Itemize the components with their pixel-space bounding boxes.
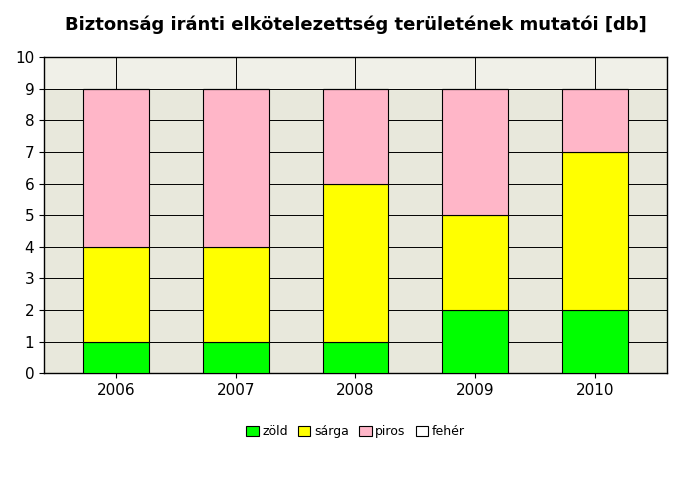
Bar [203,247,269,341]
Bar [443,215,508,310]
Title: Biztonság iránti elkötelezettség területének mutatói [db]: Biztonság iránti elkötelezettség terület… [65,15,647,33]
Bar [323,341,389,373]
Bar [83,341,149,373]
Bar [44,57,667,89]
Bar [203,341,269,373]
Bar [323,183,389,341]
Bar [203,89,269,247]
Bar [83,247,149,341]
Bar [443,310,508,373]
Bar [83,89,149,247]
Bar [562,89,628,152]
Bar [443,89,508,215]
Bar [562,310,628,373]
Bar [562,152,628,310]
Legend: zöld, sárga, piros, fehér: zöld, sárga, piros, fehér [241,420,470,443]
Bar [323,89,389,183]
